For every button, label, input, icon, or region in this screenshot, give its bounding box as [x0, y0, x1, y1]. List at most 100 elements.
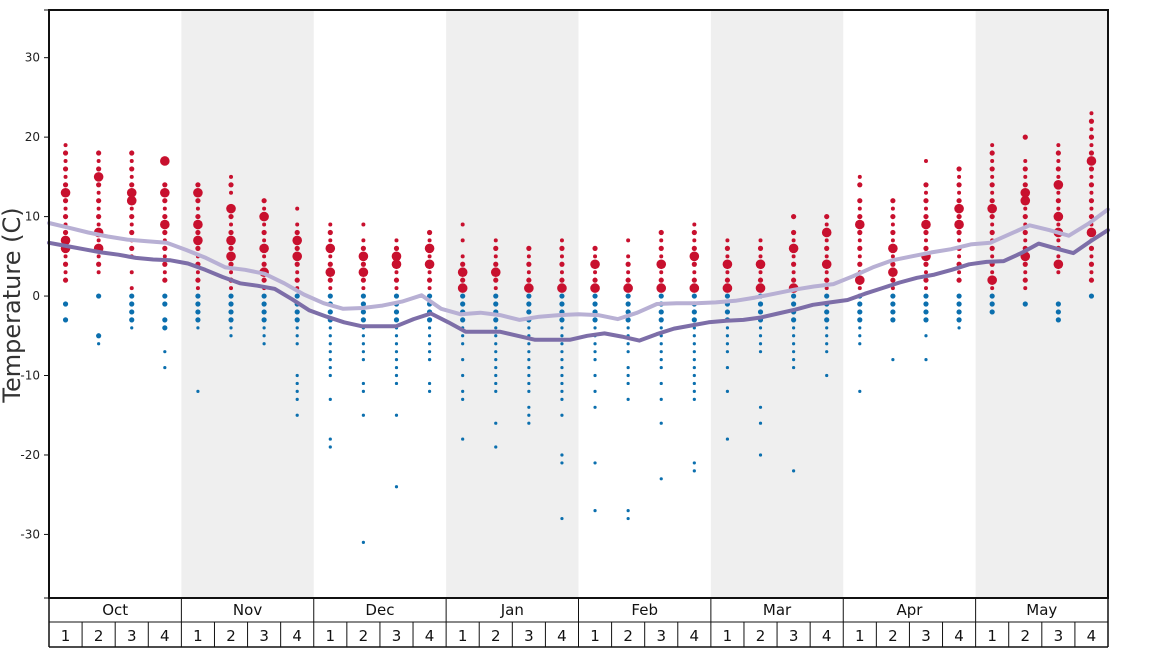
warm-point	[990, 190, 995, 195]
shade-jan	[446, 10, 579, 598]
cold-point	[890, 309, 896, 315]
cold-point	[792, 350, 796, 354]
warm-point	[460, 238, 465, 243]
warm-point	[755, 283, 766, 293]
cold-point	[494, 334, 498, 338]
warm-point	[758, 238, 763, 243]
warm-point	[126, 195, 137, 206]
cold-point	[461, 397, 465, 401]
warm-point	[923, 206, 928, 211]
cold-point	[989, 301, 995, 307]
warm-point	[990, 222, 995, 227]
cold-point	[461, 389, 465, 394]
warm-point	[361, 222, 366, 227]
warm-point	[923, 198, 929, 204]
cold-point	[923, 293, 929, 299]
warm-point	[1023, 158, 1028, 163]
warm-point	[888, 243, 898, 254]
cold-point	[824, 309, 830, 315]
warm-point	[824, 254, 829, 259]
warm-point	[1053, 180, 1064, 190]
cold-point	[824, 293, 830, 299]
cold-point	[560, 373, 564, 378]
cold-point	[560, 365, 564, 370]
warm-point	[722, 283, 733, 293]
warm-point	[957, 238, 962, 243]
warm-point	[923, 277, 929, 283]
warm-point	[1022, 277, 1028, 283]
cold-point	[162, 301, 168, 307]
warm-point	[162, 206, 167, 211]
week-label: 1	[855, 627, 865, 645]
cold-point	[262, 334, 266, 338]
cold-point	[96, 293, 102, 299]
cold-point	[427, 326, 432, 330]
cold-point	[890, 301, 896, 307]
warm-point	[989, 198, 995, 204]
warm-point	[692, 238, 697, 243]
warm-point	[62, 213, 69, 220]
week-label: 1	[193, 627, 203, 645]
cold-point	[228, 293, 234, 299]
warm-point	[361, 238, 366, 243]
warm-point	[626, 238, 631, 243]
cold-point	[195, 317, 201, 323]
warm-point	[129, 150, 135, 156]
cold-point	[626, 516, 630, 521]
warm-point	[1022, 261, 1028, 267]
cold-point	[129, 301, 135, 307]
warm-point	[987, 203, 997, 214]
warm-point	[559, 277, 565, 283]
warm-point	[424, 259, 435, 270]
cold-point	[162, 317, 168, 323]
month-shading	[181, 10, 1108, 598]
week-label: 1	[458, 627, 468, 645]
warm-point	[857, 254, 862, 259]
cold-point	[527, 358, 531, 362]
week-label: 3	[656, 627, 666, 645]
warm-point	[493, 238, 498, 243]
week-label: 2	[623, 627, 633, 645]
cold-point	[758, 342, 763, 346]
cold-point	[360, 317, 366, 323]
cold-point	[393, 309, 400, 315]
cold-point	[295, 413, 299, 417]
warm-point	[1089, 190, 1094, 195]
warm-point	[625, 261, 631, 267]
week-label: 4	[425, 627, 435, 645]
cold-point	[1055, 301, 1061, 307]
warm-point	[593, 270, 598, 275]
warm-point	[788, 243, 799, 254]
warm-point	[394, 238, 399, 243]
warm-point	[857, 206, 862, 211]
warm-point	[162, 245, 168, 251]
warm-point	[857, 198, 863, 204]
cold-point	[791, 317, 797, 323]
cold-point	[659, 365, 663, 370]
warm-point	[1022, 182, 1028, 188]
warm-point	[1022, 229, 1028, 236]
week-label: 1	[326, 627, 336, 645]
warm-point	[857, 245, 863, 251]
cold-point	[295, 342, 299, 346]
cold-point	[195, 293, 201, 299]
week-label: 2	[226, 627, 236, 645]
cold-point	[758, 350, 763, 354]
cold-point	[526, 301, 532, 307]
warm-point	[890, 198, 896, 204]
warm-point	[626, 270, 631, 275]
warm-point	[954, 203, 964, 214]
cold-point	[757, 301, 764, 307]
warm-point	[821, 259, 832, 270]
warm-point	[358, 251, 369, 262]
cold-point	[625, 293, 631, 299]
cold-point	[725, 365, 730, 370]
warm-point	[890, 277, 896, 283]
cold-point	[956, 309, 962, 315]
cold-point	[394, 485, 399, 489]
warm-point	[195, 206, 200, 211]
warm-point	[990, 143, 995, 148]
warm-point	[63, 206, 68, 211]
cold-point	[825, 326, 829, 330]
